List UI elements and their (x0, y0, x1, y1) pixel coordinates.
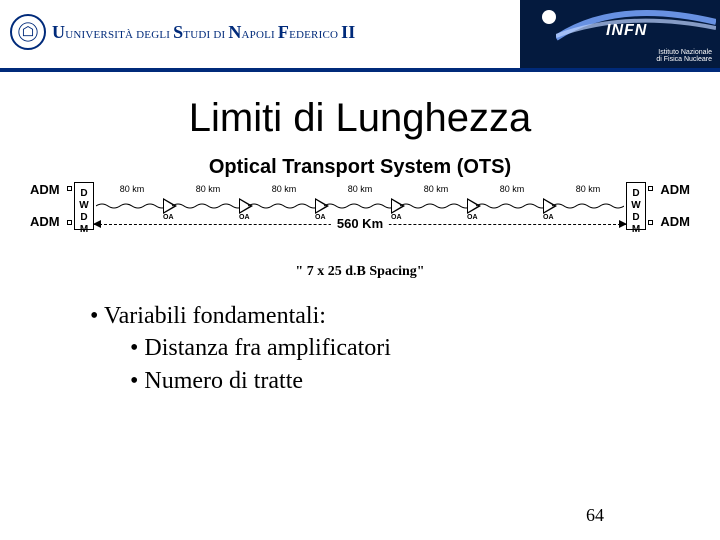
wdm-box-left: D W D M (74, 182, 94, 230)
fiber-segment: 80 kmOA (170, 198, 246, 214)
arrow-left-icon (93, 220, 101, 228)
university-seal-icon (10, 14, 46, 50)
arrow-right-icon (619, 220, 627, 228)
wdm-letter: D (75, 212, 93, 224)
total-length-label: 560 Km (331, 216, 389, 231)
fiber-segment: 80 kmOA (398, 198, 474, 214)
port-icon (67, 220, 72, 225)
infn-label: INFN (606, 22, 647, 40)
slide-title: Limiti di Lunghezza (0, 96, 720, 141)
uni-text-3: DI (213, 29, 228, 41)
page-number: 64 (586, 505, 604, 526)
wdm-letter: W (627, 200, 645, 212)
infn-sub-1: Istituto Nazionale (656, 49, 712, 57)
uni-text-1: UNIVERSITÀ (65, 29, 136, 41)
fiber-segment: 80 kmOA (474, 198, 550, 214)
port-icon (648, 220, 653, 225)
university-logo-block: UUNIVERSITÀ DEGLI STUDI DI NAPOLI FEDERI… (10, 14, 356, 50)
span-row: 80 kmOA80 kmOA80 kmOA80 kmOA80 kmOA80 km… (94, 198, 626, 214)
adm-label-bottom-right: ADM (660, 214, 690, 229)
bullet-l1: • Variabili fondamentali: (90, 300, 391, 332)
segment-distance-label: 80 km (120, 184, 145, 194)
slide-header: UUNIVERSITÀ DEGLI STUDI DI NAPOLI FEDERI… (0, 0, 720, 68)
bullet-list: • Variabili fondamentali: • Distanza fra… (90, 300, 391, 397)
fiber-wave-icon (248, 202, 320, 210)
ots-diagram: ADM ADM ADM ADM D W D M D W D M 80 kmOA8… (70, 182, 650, 252)
wdm-letter: D (627, 212, 645, 224)
segment-distance-label: 80 km (424, 184, 449, 194)
segment-distance-label: 80 km (348, 184, 373, 194)
infn-swoosh-icon: INFN (526, 4, 714, 44)
fiber-wave-icon (476, 202, 548, 210)
segment-distance-label: 80 km (196, 184, 221, 194)
infn-dot-icon (542, 10, 556, 24)
infn-sub-2: di Fisica Nucleare (656, 56, 712, 64)
fiber-segment: 80 kmOA (94, 198, 170, 214)
port-icon (648, 186, 653, 191)
uni-text-2: DEGLI (136, 29, 173, 41)
bullet-l2b: • Numero di tratte (130, 365, 391, 397)
fiber-wave-icon (400, 202, 472, 210)
spacing-caption: " 7 x 25 d.B Spacing" (0, 264, 720, 280)
slide-subtitle: Optical Transport System (OTS) (0, 156, 720, 179)
wdm-letter: D (627, 188, 645, 200)
adm-label-bottom-left: ADM (30, 214, 60, 229)
fiber-segment: 80 kmOA (322, 198, 398, 214)
adm-label-top-left: ADM (30, 182, 60, 197)
segment-distance-label: 80 km (500, 184, 525, 194)
segment-distance-label: 80 km (576, 184, 601, 194)
total-length-row: 560 Km (94, 218, 626, 232)
port-icon (67, 186, 72, 191)
fiber-segment: 80 km (550, 198, 626, 214)
segment-distance-label: 80 km (272, 184, 297, 194)
fiber-wave-icon (96, 202, 168, 210)
university-name: UUNIVERSITÀ DEGLI STUDI DI NAPOLI FEDERI… (52, 14, 356, 50)
wdm-letter: M (75, 224, 93, 236)
bullet-l2a: • Distanza fra amplificatori (130, 332, 391, 364)
wdm-letter: D (75, 188, 93, 200)
wdm-letter: M (627, 224, 645, 236)
wdm-box-right: D W D M (626, 182, 646, 230)
fiber-wave-icon (552, 202, 624, 210)
infn-logo-block: INFN Istituto Nazionale di Fisica Nuclea… (520, 0, 720, 68)
wdm-letter: W (75, 200, 93, 212)
fiber-wave-icon (324, 202, 396, 210)
fiber-wave-icon (172, 202, 244, 210)
fiber-segment: 80 kmOA (246, 198, 322, 214)
header-rule (0, 68, 720, 72)
infn-subtitle: Istituto Nazionale di Fisica Nucleare (656, 49, 712, 64)
adm-label-top-right: ADM (660, 182, 690, 197)
